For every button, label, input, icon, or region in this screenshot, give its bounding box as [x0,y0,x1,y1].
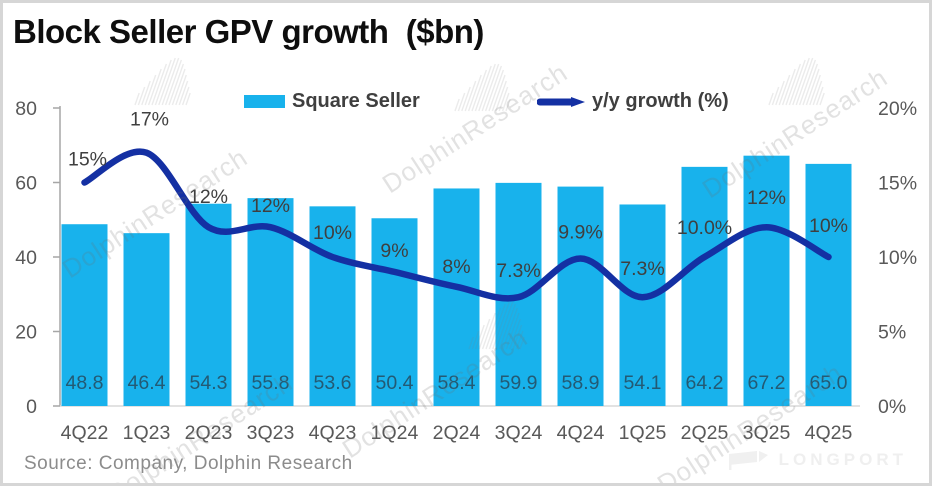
x-axis-category-label: 1Q25 [619,422,667,444]
x-axis-category-label: 3Q23 [247,422,295,444]
x-axis-category-label: 1Q24 [371,422,419,444]
bar-value-label: 58.4 [438,372,476,394]
flag-icon [728,451,768,470]
x-axis-category-label: 3Q24 [495,422,543,444]
growth-value-label: 8% [442,256,470,278]
growth-value-label: 12% [747,187,786,209]
gpv-bar [309,206,356,406]
left-axis-tick-label: 60 [15,173,37,195]
growth-value-label: 12% [189,186,228,208]
bar-value-label: 64.2 [686,372,724,394]
x-axis-category-label: 2Q23 [185,422,233,444]
bar-value-label: 50.4 [376,372,414,394]
source-note: Source: Company, Dolphin Research [24,453,353,474]
chart-title: Block Seller GPV growth ($bn) [13,13,484,50]
right-axis-tick-label: 5% [878,322,906,344]
bar-series-swatch-icon [244,95,285,108]
growth-value-label: 10.0% [677,217,732,239]
x-axis-category-label: 4Q22 [61,422,109,444]
bar-value-label: 53.6 [314,372,352,394]
growth-value-label: 15% [68,149,107,171]
growth-value-label: 12% [251,195,290,217]
x-axis-category-label: 4Q24 [557,422,605,444]
x-axis-category-label: 4Q25 [805,422,853,444]
bar-value-label: 59.9 [500,372,538,394]
x-axis-category-label: 1Q23 [123,422,171,444]
left-axis-tick-label: 40 [15,247,37,269]
growth-value-label: 7.3% [620,258,664,280]
growth-value-label: 7.3% [496,260,540,282]
growth-value-label: 9.9% [558,221,602,243]
right-axis-tick-label: 20% [878,98,917,120]
bar-value-label: 67.2 [748,372,786,394]
gpv-bar [805,163,852,406]
left-axis-tick-label: 80 [15,98,37,120]
gpv-bar [371,218,418,406]
bar-value-label: 65.0 [810,372,848,394]
growth-value-label: 10% [809,215,848,237]
right-axis-tick-label: 15% [878,173,917,195]
gpv-bar [185,203,232,406]
x-axis-category-label: 2Q25 [681,422,729,444]
bar-value-label: 55.8 [252,372,290,394]
x-axis-category-label: 2Q24 [433,422,481,444]
legend-item-yy-growth: y/y growth (%) [536,90,729,113]
gpv-bar [681,166,728,406]
line-series-swatch-icon [536,95,585,109]
growth-value-label: 10% [313,222,352,244]
bar-value-label: 54.1 [624,372,662,394]
growth-value-label: 9% [380,240,408,262]
right-axis-tick-label: 10% [878,247,917,269]
growth-value-label: 17% [130,109,169,131]
x-axis-category-label: 4Q23 [309,422,357,444]
legend-item-square-seller: Square Seller [244,90,420,113]
bar-value-label: 54.3 [190,372,228,394]
combo-chart: 80 60 40 20 0 20% 15% 10% 5% 0% 48.8 46.4 54.3 55.8 53… [15,98,917,444]
gpv-bar [123,233,170,406]
bar-value-label: 48.8 [66,372,104,394]
left-axis-line [53,106,61,407]
left-axis-tick-label: 20 [15,322,37,344]
gpv-bar [619,204,666,406]
gpv-bar [61,224,108,406]
gpv-bar [743,155,790,406]
legend-label-square-seller: Square Seller [292,90,420,112]
longport-logo-text: LONGPORT [778,450,907,469]
bar-value-label: 46.4 [128,372,166,394]
gpv-bar [557,186,604,406]
x-axis-category-label: 3Q25 [743,422,791,444]
right-axis-tick-label: 0% [878,396,906,418]
yy-growth-line [81,148,832,302]
left-axis-tick-label: 0 [26,396,37,418]
legend-label-yy-growth: y/y growth (%) [592,90,729,112]
longport-logo: LONGPORT [727,450,907,470]
bar-value-label: 58.9 [562,372,600,394]
gpv-bar [433,188,480,406]
